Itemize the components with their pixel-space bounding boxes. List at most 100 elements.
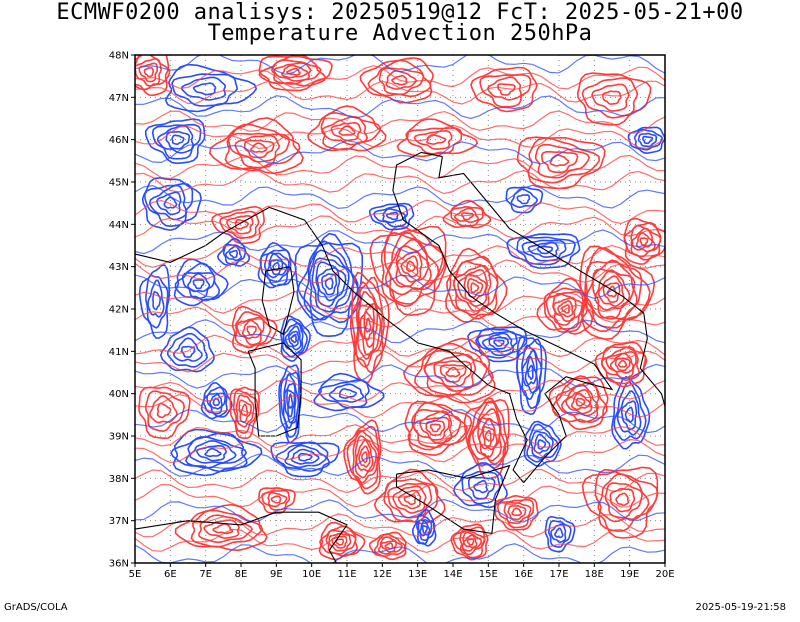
lat-tick-label: 43N (109, 262, 129, 273)
contour-line (135, 304, 665, 329)
contour-layer (135, 55, 665, 563)
contour-line (286, 389, 296, 418)
contour-line (144, 118, 206, 165)
contour-line (429, 423, 442, 433)
lat-tick-label: 47N (109, 93, 129, 104)
contour-line (377, 536, 403, 555)
contour-line (617, 359, 628, 368)
lon-tick-label: 10E (302, 569, 321, 580)
contour-line (280, 314, 311, 362)
contour-line (138, 386, 191, 440)
contour-line (343, 419, 382, 495)
contour-line (135, 363, 665, 389)
contour-line (357, 291, 382, 361)
contour-line (281, 64, 309, 79)
contour-line (147, 279, 165, 318)
contour-line (478, 418, 498, 451)
lon-tick-label: 20E (655, 569, 674, 580)
contour-line (135, 199, 665, 225)
coastline (223, 206, 528, 483)
contour-line (547, 519, 572, 549)
contour-line (209, 393, 223, 410)
contour-line (152, 290, 162, 311)
contour-line (135, 483, 665, 508)
contour-line (135, 65, 665, 90)
contour-line (143, 67, 154, 78)
contour-line (352, 429, 381, 484)
contour-line (609, 352, 635, 374)
contour-line (315, 261, 347, 308)
contour-line (135, 424, 665, 449)
contour-line (382, 208, 406, 224)
contour-line (145, 274, 169, 329)
contour-line (135, 244, 665, 269)
coastline (395, 464, 511, 535)
contour-line (195, 445, 228, 462)
contour-line (461, 531, 483, 552)
contour-line (467, 397, 509, 469)
contour-line (307, 105, 387, 152)
contour-line (135, 170, 665, 195)
contour-line (135, 453, 665, 479)
contour-line (505, 186, 544, 214)
contour-line (416, 514, 436, 545)
contour-line (349, 276, 384, 374)
contour-line (575, 397, 586, 407)
contour-line (470, 282, 480, 294)
contour-line (135, 438, 665, 464)
contour-line (620, 400, 638, 431)
contour-line (135, 259, 665, 284)
contour-line (358, 445, 371, 468)
contour-line (391, 75, 408, 86)
contour-line (470, 66, 538, 113)
lat-tick-label: 48N (109, 51, 129, 62)
contour-line (135, 154, 665, 180)
contour-line (281, 318, 309, 358)
contour-line (510, 188, 538, 209)
lon-tick-label: 5E (129, 569, 142, 580)
contour-line (392, 485, 427, 514)
contour-line (338, 125, 356, 136)
contour-line (609, 487, 636, 513)
contour-line (527, 364, 534, 381)
contour-line (442, 199, 492, 229)
contour-line (642, 135, 654, 145)
contour-line (367, 59, 432, 98)
contour-line (580, 247, 651, 332)
contour-line (284, 325, 302, 351)
contour-line (466, 538, 475, 546)
contour-line (423, 349, 488, 397)
lon-tick-label: 7E (199, 569, 212, 580)
contour-line (135, 394, 665, 419)
contour-line (149, 395, 178, 424)
contour-line (235, 394, 255, 428)
contour-line (212, 397, 221, 407)
lon-tick-label: 6E (164, 569, 177, 580)
contour-line (211, 205, 265, 245)
lon-tick-label: 12E (373, 569, 392, 580)
contour-line (234, 311, 272, 349)
contour-line (405, 260, 416, 273)
contour-line (554, 527, 564, 539)
contour-line (135, 408, 665, 434)
contour-line (536, 245, 554, 255)
contour-line (639, 237, 649, 246)
contour-line (511, 507, 523, 517)
contour-line (463, 273, 488, 303)
contour-line (135, 215, 665, 240)
lat-tick-label: 42N (109, 305, 129, 316)
lon-tick-label: 15E (479, 569, 498, 580)
coastline (247, 342, 302, 437)
contour-line (135, 80, 665, 105)
contour-line (369, 202, 415, 231)
contour-line (187, 272, 211, 293)
contour-line (144, 390, 186, 433)
lon-tick-label: 18E (585, 569, 604, 580)
lat-tick-label: 45N (109, 178, 129, 189)
contour-line (404, 400, 473, 457)
coastline-layer (135, 151, 665, 563)
contour-line (163, 196, 178, 209)
contour-line (606, 285, 618, 298)
contour-line (359, 303, 375, 348)
contour-line (135, 274, 665, 300)
